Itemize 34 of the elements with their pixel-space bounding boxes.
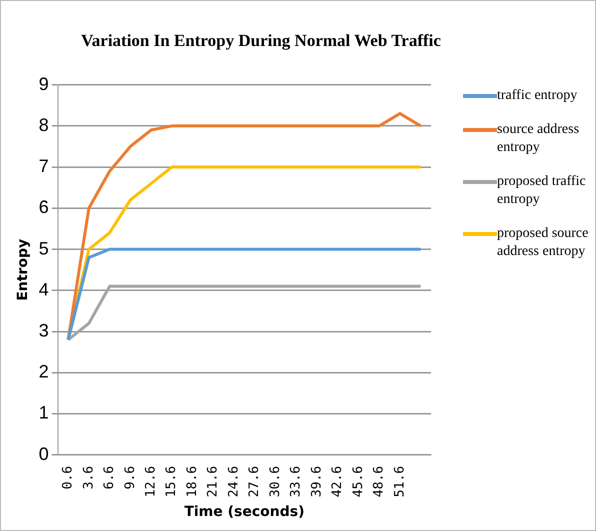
x-tick-label: 51.6 <box>392 466 408 498</box>
x-tick-label: 15.6 <box>164 466 180 498</box>
legend-label: proposed source address entropy <box>497 225 590 261</box>
x-tick-label: 3.6 <box>81 466 96 490</box>
y-tick-label: 5 <box>38 238 49 258</box>
x-tick-label: 6.6 <box>102 466 118 490</box>
x-tick-label: 12.6 <box>143 466 158 498</box>
y-tick-label: 4 <box>38 279 49 300</box>
x-tick-label: 27.6 <box>247 466 262 498</box>
y-tick-label: 9 <box>38 74 49 94</box>
x-tick-label: 42.6 <box>330 466 346 498</box>
chart-title: Variation In Entropy During Normal Web Traffic <box>80 31 442 51</box>
x-tick-label: 24.6 <box>226 466 242 498</box>
x-tick-label: 39.6 <box>309 466 324 498</box>
x-tick-label: 0.6 <box>60 466 76 490</box>
x-tick-label: 18.6 <box>184 466 200 498</box>
legend-label: proposed traffic entropy <box>497 173 587 209</box>
y-tick-label: 8 <box>38 114 49 135</box>
x-tick-label: 48.6 <box>372 466 387 498</box>
y-tick-label: 1 <box>38 402 49 423</box>
legend-label: source address entropy <box>497 121 580 157</box>
x-tick-label: 45.6 <box>350 466 366 498</box>
x-tick-label: 33.6 <box>288 466 304 498</box>
x-tick-label: 9.6 <box>122 466 138 490</box>
x-axis-title: Time (seconds) <box>184 504 304 520</box>
y-axis-title: Entropy <box>15 238 32 301</box>
x-tick-label: 30.6 <box>268 466 283 498</box>
y-tick-label: 0 <box>38 444 49 464</box>
legend-label: traffic entropy <box>497 87 578 105</box>
x-tick-label: 21.6 <box>206 466 221 498</box>
y-tick-label: 7 <box>38 156 49 176</box>
y-tick-label: 3 <box>38 320 49 340</box>
y-tick-label: 2 <box>38 362 49 382</box>
y-tick-label: 6 <box>38 197 49 218</box>
